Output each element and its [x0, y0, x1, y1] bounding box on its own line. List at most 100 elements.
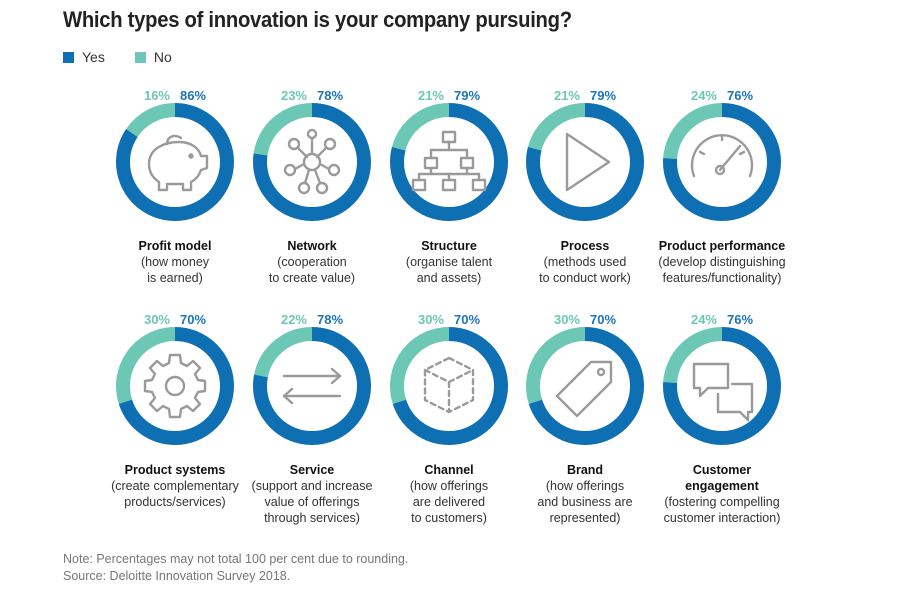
gear-icon	[143, 353, 207, 419]
donut-slice-yes	[390, 103, 508, 221]
donut-slice-yes	[526, 103, 644, 221]
category-description: (support and increase value of offerings…	[251, 479, 373, 525]
donut-slice-no	[526, 327, 644, 445]
category-name: Service	[289, 463, 335, 477]
gauge-icon	[690, 134, 754, 178]
donut-slice-no	[253, 327, 371, 445]
chart-title: Which types of innovation is your compan…	[63, 7, 572, 32]
percent-labels: 30% 70%	[495, 312, 675, 328]
category-description: (how money is earned)	[140, 255, 210, 285]
percent-labels: 23% 78%	[222, 88, 402, 104]
donut-chart	[116, 103, 234, 221]
percent-yes-label: 70%	[180, 312, 207, 327]
percent-no-label: 30%	[143, 312, 170, 327]
category-label: Service (support and increase value of of…	[222, 462, 402, 526]
play-icon	[565, 132, 611, 192]
percent-yes-label: 78%	[317, 88, 344, 103]
percent-no-label: 22%	[280, 312, 307, 327]
footnotes: Note: Percentages may not total 100 per …	[63, 551, 408, 585]
percent-no-label: 21%	[417, 88, 444, 103]
category-name: Product systems	[124, 463, 226, 477]
category-name: Brand	[566, 463, 604, 477]
category-label: Brand (how offerings and business are rep…	[495, 462, 675, 526]
category-description: (how offerings are delivered to customer…	[409, 479, 489, 525]
percent-yes-label: 76%	[727, 88, 754, 103]
donut-chart	[526, 327, 644, 445]
category-description: (develop distinguishing features/functio…	[658, 255, 786, 285]
percent-labels: 24% 76%	[632, 312, 812, 328]
category-label: Network (cooperation to create value)	[222, 238, 402, 286]
legend-label-yes: Yes	[82, 49, 105, 65]
percent-yes-label: 70%	[590, 312, 617, 327]
category-description: (cooperation to create value)	[268, 255, 356, 285]
category-description: (create complementary products/services)	[111, 479, 239, 509]
donut-slice-yes	[663, 327, 781, 445]
donut-slice-yes	[253, 327, 371, 445]
legend-item-no: No	[134, 49, 172, 65]
category-name: Process	[560, 239, 610, 253]
percent-yes-label: 78%	[317, 312, 344, 327]
donut-chart	[253, 327, 371, 445]
category-label: Channel (how offerings are delivered to c…	[359, 462, 539, 526]
category-name: Product performance	[658, 239, 786, 253]
category-name: Profit model	[138, 239, 212, 253]
category-label: Customer engagement (fostering compelling…	[632, 462, 812, 526]
donut-chart	[390, 327, 508, 445]
donut-slice-yes	[116, 327, 234, 445]
percent-labels: 24% 76%	[632, 88, 812, 104]
legend-item-yes: Yes	[63, 49, 105, 65]
percent-labels: 21% 79%	[495, 88, 675, 104]
percent-labels: 16% 86%	[85, 88, 265, 104]
piggy-bank-icon	[147, 134, 209, 192]
category-name: Network	[287, 239, 337, 253]
category-description: (how offerings and business are represen…	[537, 479, 633, 525]
percent-labels: 30% 70%	[85, 312, 265, 328]
category-description: (fostering compelling customer interacti…	[663, 495, 781, 525]
source-text: Source: Deloitte Innovation Survey 2018.	[63, 569, 291, 583]
donut-slice-no	[116, 103, 234, 221]
cube-icon	[423, 356, 475, 414]
tag-icon	[555, 360, 613, 418]
donut-slice-yes	[390, 327, 508, 445]
network-icon	[283, 128, 341, 195]
category-name: Structure	[421, 239, 477, 253]
category-name: Channel	[424, 463, 474, 477]
donut-chart	[253, 103, 371, 221]
category-label: Profit model (how money is earned)	[85, 238, 265, 286]
org-chart-icon	[411, 130, 487, 192]
donut-slice-yes	[253, 103, 371, 221]
percent-no-label: 30%	[417, 312, 444, 327]
donut-chart	[526, 103, 644, 221]
donut-chart	[663, 327, 781, 445]
category-description: (methods used to conduct work)	[539, 255, 631, 285]
legend-label-no: No	[153, 49, 172, 65]
note-text: Note: Percentages may not total 100 per …	[63, 552, 409, 566]
percent-labels: 22% 78%	[222, 312, 402, 328]
percent-yes-label: 76%	[727, 312, 754, 327]
donut-slice-no	[116, 327, 234, 445]
donut-slice-yes	[526, 327, 644, 445]
category-description: (organise talent and assets)	[405, 255, 493, 285]
legend-swatch-yes	[63, 51, 74, 63]
donut-slice-yes	[663, 103, 781, 221]
percent-yes-label: 70%	[454, 312, 481, 327]
chat-bubbles-icon	[692, 362, 754, 422]
donut-slice-no	[526, 103, 644, 221]
donut-slice-no	[390, 103, 508, 221]
donut-chart	[663, 103, 781, 221]
category-label: Product systems (create complementary pro…	[85, 462, 265, 510]
donut-chart	[390, 103, 508, 221]
percent-yes-label: 79%	[454, 88, 481, 103]
percent-yes-label: 86%	[180, 88, 207, 103]
percent-yes-label: 79%	[590, 88, 617, 103]
percent-no-label: 23%	[280, 88, 307, 103]
legend-swatch-no	[134, 51, 146, 63]
percent-labels: 21% 79%	[359, 88, 539, 104]
donut-chart	[116, 327, 234, 445]
percent-labels: 30% 70%	[359, 312, 539, 328]
percent-no-label: 24%	[690, 88, 717, 103]
category-label: Product performance (develop distinguishi…	[632, 238, 812, 286]
category-label: Process (methods used to conduct work)	[495, 238, 675, 286]
swap-arrows-icon	[282, 367, 342, 405]
category-label: Structure (organise talent and assets)	[359, 238, 539, 286]
